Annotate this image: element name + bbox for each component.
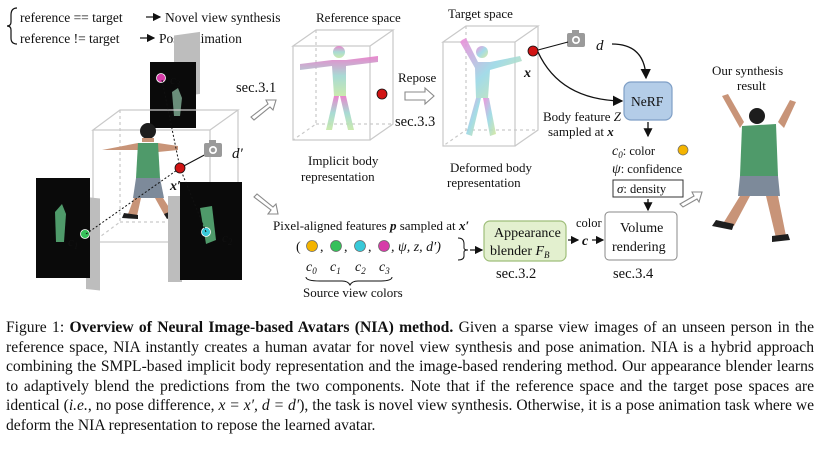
tuple-comma-2: ,	[344, 240, 348, 255]
sigma-output: σ: density	[617, 181, 667, 196]
caption-line6: ), the task is novel view synthesis. Oth…	[6, 397, 815, 434]
target-point-x	[527, 45, 539, 57]
caption-line1-tail: Given a sparse view images of an	[458, 319, 677, 336]
arrow-to-reference	[250, 99, 277, 121]
d-label: d	[596, 38, 604, 54]
query-point-xprime	[174, 162, 186, 174]
figure-label: Figure 1:	[6, 319, 65, 336]
x-label: x	[523, 66, 531, 81]
implicit-body-mesh	[300, 46, 378, 130]
camera-icon-dprime	[204, 140, 222, 157]
our-synthesis-label-1: Our synthesis	[712, 63, 783, 78]
c1-sub-label: c1	[330, 260, 341, 276]
c0-dot	[306, 240, 318, 252]
caption-line5a: components. Note that if the reference s…	[6, 377, 814, 415]
implicit-body-label-1: Implicit body	[308, 153, 379, 168]
our-synthesis-label-2: result	[737, 78, 766, 93]
synthesis-result-person	[712, 94, 796, 242]
caption-line4: image-based rendering method. Our appear…	[6, 358, 814, 395]
deformed-body-label-1: Deformed body	[450, 160, 532, 175]
c3-sub-label: c3	[379, 260, 390, 276]
legend-line1-post: Novel view synthesis	[165, 10, 281, 25]
reference-person	[102, 123, 178, 219]
c2-view-label: c2	[222, 230, 233, 247]
sec34-label: sec.3.4	[613, 266, 654, 282]
reference-space-title: Reference space	[316, 10, 401, 25]
target-space-title: Target space	[448, 6, 513, 21]
sec33-label: sec.3.3	[395, 114, 435, 130]
legend: reference == target Novel view synthesis…	[6, 7, 281, 46]
c0-color-dot	[677, 144, 689, 156]
volume-rendering-label-2: rendering	[612, 240, 666, 255]
figure-caption: Figure 1: Overview of Neural Image-based…	[6, 318, 814, 436]
caption-line3: pose animation. NIA is a hybrid approach…	[6, 338, 814, 376]
body-feature-label-2: sampled at x	[548, 124, 614, 139]
deformed-body-mesh	[460, 38, 522, 136]
c2-dot	[354, 240, 366, 252]
repose-label: Repose	[398, 70, 437, 85]
pixel-aligned-label: Pixel-aligned features p sampled at x′	[273, 218, 469, 233]
color-label: color	[576, 216, 603, 230]
tuple-tail: , ψ, z, d′)	[391, 240, 441, 255]
c1-view-label: c1	[68, 234, 78, 251]
caption-line7: NIA representation to repose the learned…	[77, 416, 376, 434]
c1-dot	[330, 240, 342, 252]
density-box	[612, 179, 684, 198]
target-space: Target space x Deformed body representat…	[441, 6, 540, 190]
arrow-x-to-nerf	[537, 51, 624, 107]
source-view-c1: c1	[36, 178, 100, 291]
volume-rendering-label-1: Volume	[620, 221, 663, 236]
arrow-d-to-nerf	[611, 43, 651, 80]
volume-rendering-box	[604, 211, 678, 261]
c0-output: c0: color	[612, 144, 656, 160]
legend-line2-pre: reference != target	[20, 31, 120, 46]
tuple-comma-1: ,	[320, 240, 324, 255]
camera-icon-d	[567, 30, 585, 47]
c3-view-label: c3	[170, 72, 181, 89]
c0-sub-label: c0	[306, 260, 317, 276]
tuple-comma-3: ,	[368, 240, 372, 255]
arrow-to-features	[253, 193, 279, 215]
nerf-label: NeRF	[631, 94, 664, 109]
body-feature-label-1: Body feature Z	[543, 109, 622, 124]
appearance-blender-label-2: blender FB	[490, 244, 550, 260]
caption-math: x = x′, d = d′	[218, 397, 300, 415]
c2-sub-label: c2	[355, 260, 366, 276]
xprime-label: x′	[169, 179, 181, 194]
source-view-c3: c3	[150, 31, 200, 128]
caption-line2: unseen person in the reference space, NI…	[6, 319, 815, 356]
source-view-c2: c2	[168, 182, 242, 282]
overview-figure: reference == target Novel view synthesis…	[6, 6, 796, 300]
sec32-label: sec.3.2	[496, 266, 536, 282]
nerf-box	[623, 81, 673, 121]
arrow-to-result	[679, 191, 703, 208]
c-bold-label: c	[582, 234, 589, 249]
reference-space: Reference space Implicit body representa…	[291, 10, 401, 184]
sec31-label: sec.3.1	[236, 80, 276, 96]
caption-line5b: , no pose difference,	[87, 397, 215, 415]
dprime-label: d′	[232, 146, 244, 162]
appearance-blender-label-1: Appearance	[494, 226, 561, 241]
tuple-open: (	[296, 240, 301, 255]
deformed-body-label-2: representation	[447, 175, 521, 190]
nerf-outputs: c0: color ψ: confidence σ: density	[612, 144, 689, 198]
legend-line2-post: Pose animation	[159, 31, 242, 46]
implicit-body-label-2: representation	[301, 169, 375, 184]
caption-title: Overview of Neural Image-based Avatars (…	[69, 319, 454, 336]
appearance-blender-box	[483, 220, 567, 262]
reference-point	[376, 88, 388, 100]
repose-arrow	[404, 86, 435, 106]
source-views-scene: c3 c1	[36, 31, 244, 291]
source-view-colors-label: Source view colors	[303, 285, 403, 300]
caption-ie: i.e.	[68, 397, 88, 415]
c3-dot	[378, 240, 390, 252]
pixel-aligned-features: Pixel-aligned features p sampled at x′ (…	[273, 218, 484, 300]
psi-output: ψ: confidence	[612, 162, 683, 177]
legend-line1-pre: reference == target	[20, 10, 123, 25]
